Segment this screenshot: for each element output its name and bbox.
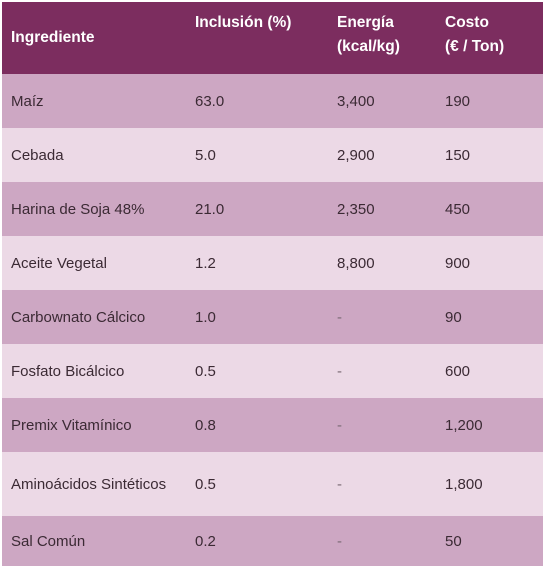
cell-inclusion: 5.0 [186, 128, 328, 182]
cell-energy: 8,800 [328, 236, 436, 290]
cell-cost: 50 [436, 516, 543, 566]
header-cost: Costo (€ / Ton) [436, 2, 543, 74]
header-energy: Energía (kcal/kg) [328, 2, 436, 74]
cell-energy: 3,400 [328, 74, 436, 128]
cell-cost: 1,800 [436, 452, 543, 516]
header-energy-label: Energía [337, 14, 394, 31]
table-row: Premix Vitamínico 0.8-1,200 [2, 398, 543, 452]
table-row: Maíz 63.0 3,400 190 [2, 74, 543, 128]
cell-inclusion: 0.5 [186, 452, 328, 516]
table-row: Aminoácidos Sintéticos 0.5-1,800 [2, 452, 543, 516]
cell-ingredient: Carbownato Cálcico [2, 290, 186, 344]
cell-ingredient: Aminoácidos Sintéticos [2, 452, 186, 516]
header-energy-unit: (kcal/kg) [337, 38, 400, 55]
header-cost-label: Costo [445, 14, 489, 31]
table-row: Aceite Vegetal 1.2 8,800 900 [2, 236, 543, 290]
cell-inclusion: 63.0 [186, 74, 328, 128]
cell-cost: 600 [436, 344, 543, 398]
cell-inclusion: 0.8 [186, 398, 328, 452]
cell-ingredient: Aceite Vegetal [2, 236, 186, 290]
cell-energy: 2,900 [328, 128, 436, 182]
cell-inclusion: 21.0 [186, 182, 328, 236]
cell-energy: - [328, 290, 436, 344]
table-row: Cebada 5.0 2,900 150 [2, 128, 543, 182]
cell-cost: 900 [436, 236, 543, 290]
table-row: Harina de Soja 48% 21.0 2,350 450 [2, 182, 543, 236]
table-row: Sal Común 0.2-50 [2, 516, 543, 566]
cell-ingredient: Fosfato Bicálcico [2, 344, 186, 398]
table-row: Fosfato Bicálcico 0.5-600 [2, 344, 543, 398]
cell-inclusion: 0.2 [186, 516, 328, 566]
cell-energy: - [328, 452, 436, 516]
cell-cost: 90 [436, 290, 543, 344]
table-body: Maíz 63.0 3,400 190 Cebada 5.0 2,900 150 Harina … [2, 74, 543, 566]
cell-cost: 190 [436, 74, 543, 128]
cell-cost: 1,200 [436, 398, 543, 452]
header-inclusion: Inclusión (%) [186, 2, 328, 74]
cell-ingredient: Premix Vitamínico [2, 398, 186, 452]
header-row: Ingrediente Inclusión (%) Energía (kcal/… [2, 2, 543, 74]
table-row: Carbownato Cálcico 1.0-90 [2, 290, 543, 344]
cell-energy: 2,350 [328, 182, 436, 236]
cell-cost: 150 [436, 128, 543, 182]
cell-cost: 450 [436, 182, 543, 236]
header-cost-unit: (€ / Ton) [445, 38, 505, 55]
cell-inclusion: 0.5 [186, 344, 328, 398]
table-header: Ingrediente Inclusión (%) Energía (kcal/… [2, 2, 543, 74]
cell-ingredient: Harina de Soja 48% [2, 182, 186, 236]
cell-ingredient: Maíz [2, 74, 186, 128]
cell-ingredient: Sal Común [2, 516, 186, 566]
cell-inclusion: 1.0 [186, 290, 328, 344]
cell-inclusion: 1.2 [186, 236, 328, 290]
cell-energy: - [328, 344, 436, 398]
cell-ingredient: Cebada [2, 128, 186, 182]
cell-energy: - [328, 398, 436, 452]
header-inclusion-label: Inclusión (%) [195, 14, 292, 31]
cell-energy: - [328, 516, 436, 566]
header-ingredient-label: Ingrediente [11, 29, 95, 46]
header-ingredient: Ingrediente [2, 2, 186, 74]
